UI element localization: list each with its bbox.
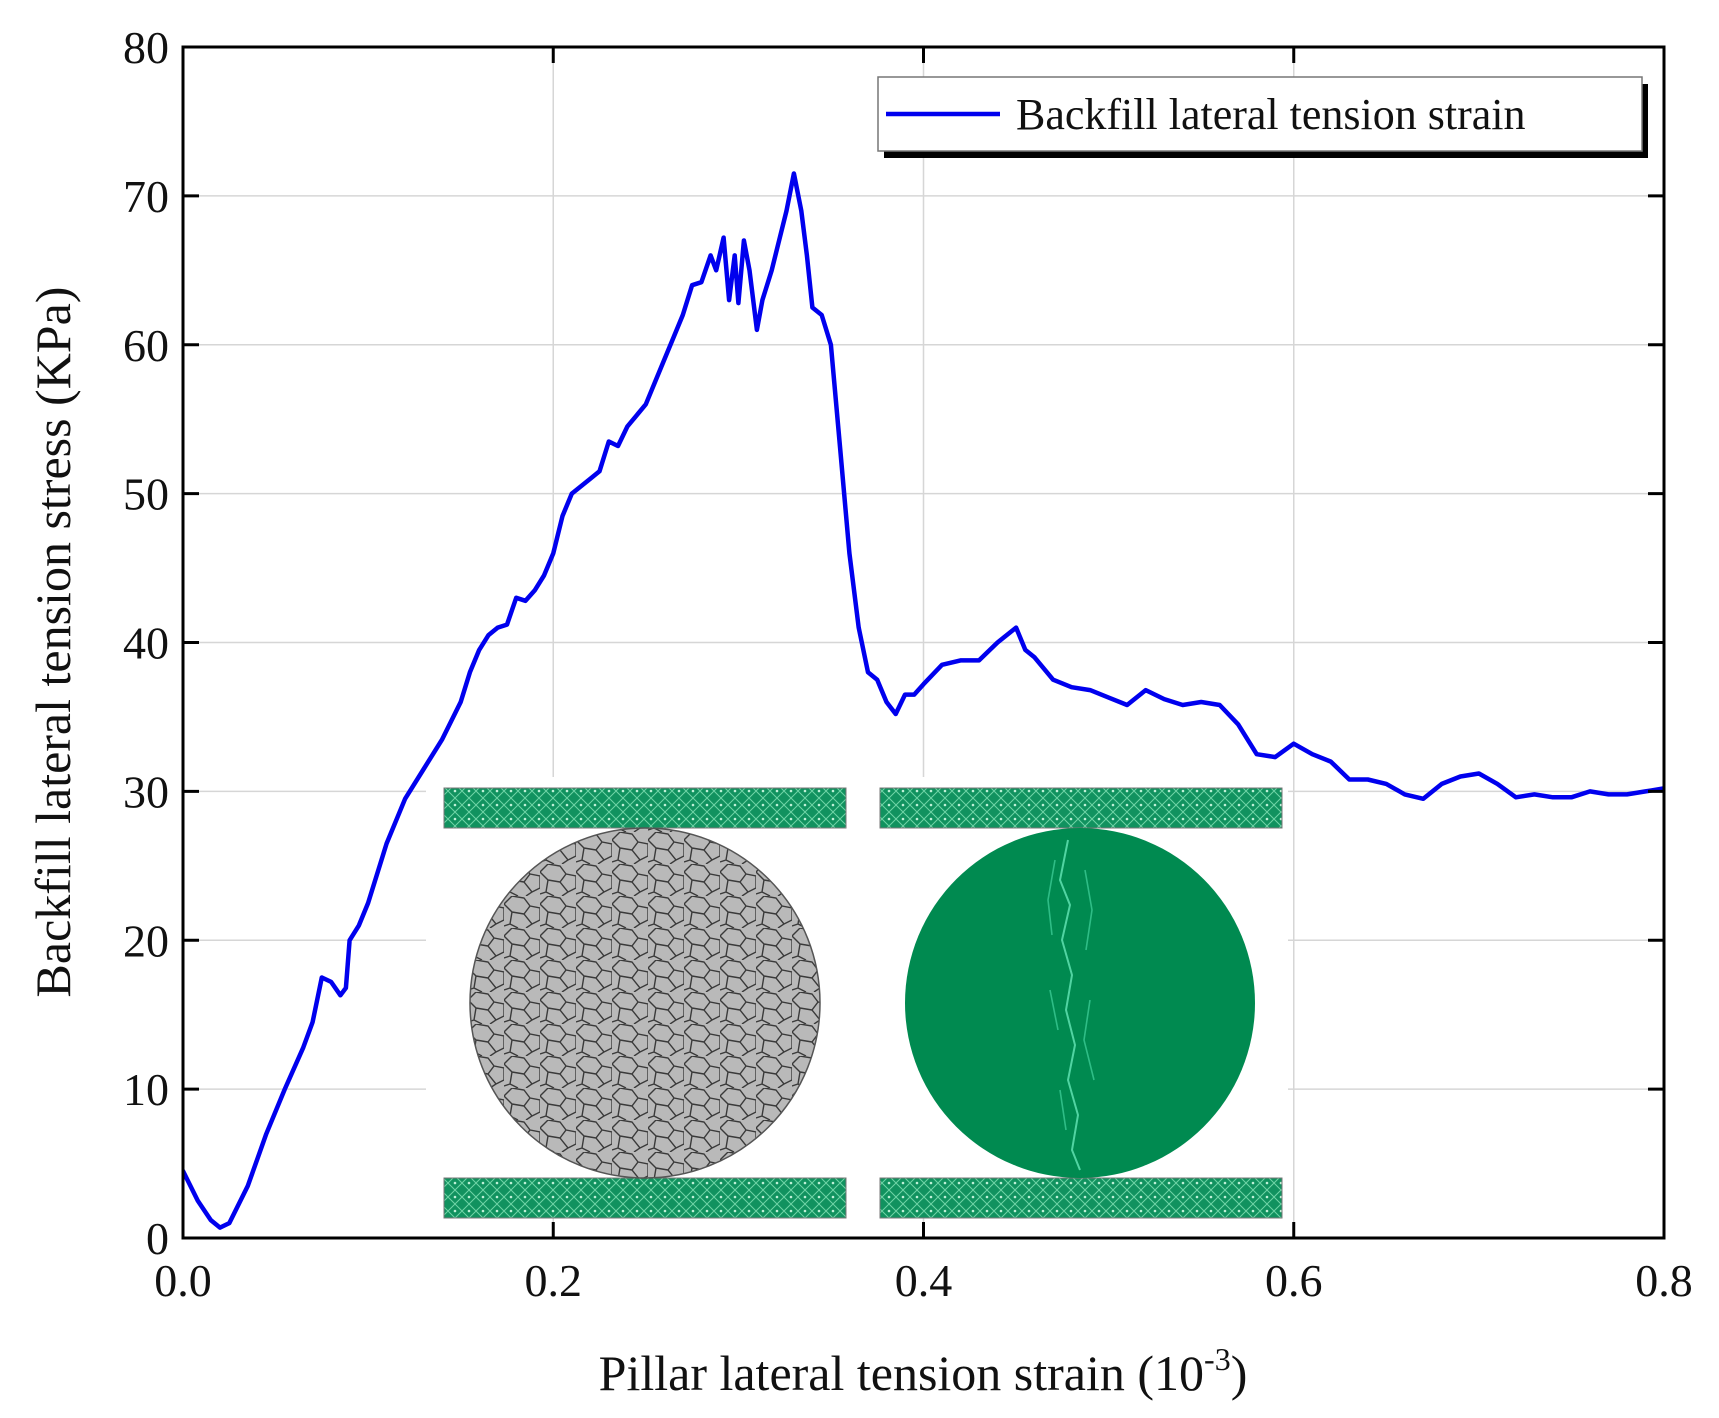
right-bottom-platen xyxy=(879,1177,1283,1219)
y-tick-label: 70 xyxy=(123,171,169,222)
x-tick-label: 0.6 xyxy=(1265,1255,1323,1306)
x-tick-labels: 0.0 0.2 0.4 0.6 0.8 xyxy=(154,1255,1693,1306)
y-tick-label: 20 xyxy=(123,915,169,966)
y-tick-label: 50 xyxy=(123,469,169,520)
series-line-backfill xyxy=(183,171,1664,1230)
y-tick-labels: 0 10 20 30 40 50 60 70 80 xyxy=(123,22,169,1264)
fracture-crack-main xyxy=(1058,839,1081,1171)
x-tick-label: 0.0 xyxy=(154,1255,212,1306)
x-axis-title: Pillar lateral tension strain (10-3) xyxy=(599,1341,1248,1401)
specimen-inset xyxy=(426,777,1288,1219)
x-tick-label: 0.4 xyxy=(895,1255,953,1306)
left-specimen-mesh xyxy=(469,827,821,1179)
y-tick-label: 0 xyxy=(146,1213,169,1264)
y-tick-label: 40 xyxy=(123,618,169,669)
legend: Backfill lateral tension strain xyxy=(877,76,1648,158)
y-tick-label: 80 xyxy=(123,22,169,73)
right-specimen-fractured xyxy=(905,828,1255,1178)
legend-box xyxy=(877,76,1643,152)
axis-ticks xyxy=(181,45,1666,1240)
y-tick-label: 60 xyxy=(123,320,169,371)
left-bottom-platen xyxy=(443,1177,847,1219)
x-tick-label: 0.2 xyxy=(525,1255,583,1306)
right-top-platen xyxy=(879,787,1283,829)
y-tick-label: 30 xyxy=(123,766,169,817)
y-tick-label: 10 xyxy=(123,1064,169,1115)
left-top-platen xyxy=(443,787,847,829)
legend-label-backfill: Backfill lateral tension strain xyxy=(1016,90,1526,139)
x-tick-label: 0.8 xyxy=(1635,1255,1693,1306)
fracture-crack-secondary xyxy=(1047,859,1095,1131)
y-axis-title: Backfill lateral tension stress (KPa) xyxy=(25,287,81,998)
